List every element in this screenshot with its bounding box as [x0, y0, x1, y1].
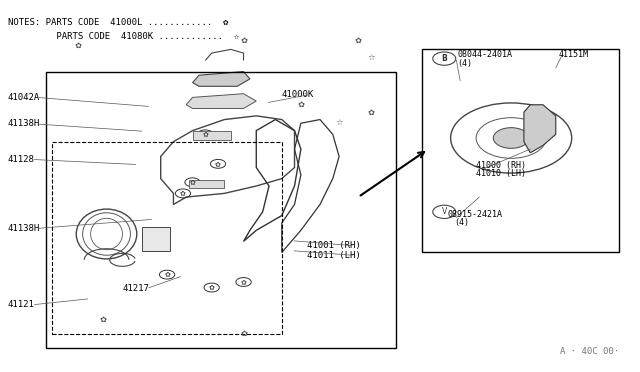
- Text: ✿: ✿: [298, 100, 305, 109]
- Text: ✿: ✿: [215, 161, 221, 167]
- Text: ✿: ✿: [241, 279, 246, 285]
- Text: 41001 (RH): 41001 (RH): [307, 241, 361, 250]
- Text: ✿: ✿: [240, 36, 247, 45]
- Text: ☆: ☆: [367, 54, 375, 63]
- Text: 41011 (LH): 41011 (LH): [307, 251, 361, 260]
- Text: 41138H: 41138H: [8, 224, 40, 233]
- Text: V: V: [442, 207, 447, 217]
- Bar: [141, 227, 170, 251]
- Text: 08044-2401A: 08044-2401A: [457, 51, 512, 60]
- Bar: [193, 131, 231, 140]
- Text: 41000K: 41000K: [282, 90, 314, 99]
- Circle shape: [493, 128, 529, 148]
- Text: B: B: [442, 54, 447, 63]
- Text: A · 40C 00·: A · 40C 00·: [561, 347, 620, 356]
- Text: NOTES: PARTS CODE  41000L ............  ✿: NOTES: PARTS CODE 41000L ............ ✿: [8, 18, 228, 27]
- Text: ✿: ✿: [202, 131, 208, 137]
- Text: 41138H: 41138H: [8, 119, 40, 128]
- Text: ✿: ✿: [367, 108, 374, 117]
- Text: ✿: ✿: [100, 314, 107, 323]
- Text: (4): (4): [454, 218, 469, 227]
- Text: 41121: 41121: [8, 300, 35, 310]
- Polygon shape: [186, 94, 256, 109]
- Text: PARTS CODE  41080K ............  ☆: PARTS CODE 41080K ............ ☆: [8, 32, 239, 41]
- Text: ✿: ✿: [164, 272, 170, 278]
- Text: ✿: ✿: [355, 36, 362, 45]
- Text: 08915-2421A: 08915-2421A: [447, 210, 502, 219]
- Text: 41151M: 41151M: [559, 51, 589, 60]
- Text: ✿: ✿: [240, 329, 247, 338]
- Text: 41217: 41217: [122, 284, 149, 293]
- Text: 41000 (RH): 41000 (RH): [476, 161, 526, 170]
- Bar: [189, 180, 225, 188]
- Text: ☆: ☆: [335, 119, 343, 128]
- Text: ✿: ✿: [180, 190, 186, 196]
- Text: ✿: ✿: [74, 41, 81, 50]
- Polygon shape: [193, 71, 250, 86]
- Text: ✿: ✿: [189, 179, 195, 185]
- Text: 41128: 41128: [8, 155, 35, 164]
- Text: 41042A: 41042A: [8, 93, 40, 102]
- Text: ✿: ✿: [209, 285, 214, 291]
- Text: 41010 (LH): 41010 (LH): [476, 169, 526, 177]
- Text: (4): (4): [457, 58, 472, 68]
- Polygon shape: [524, 105, 556, 153]
